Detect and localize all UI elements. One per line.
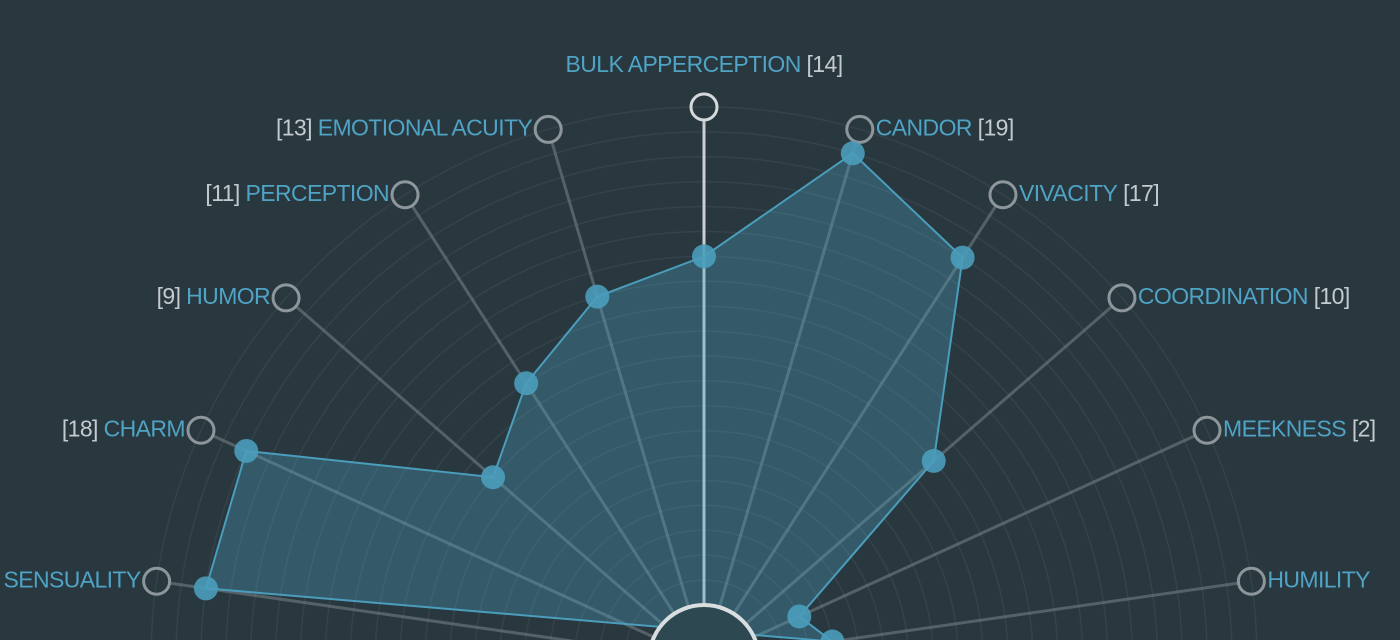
axis-label: HUMILITY [1267, 566, 1370, 592]
data-point [193, 576, 218, 601]
axis-line [708, 142, 858, 640]
axis-line [170, 581, 576, 640]
axis-line [550, 142, 700, 640]
axis-label: COORDINATION [10] [1138, 283, 1350, 309]
value-label: [18] [62, 415, 98, 441]
category-name: EMOTIONAL ACUITY [318, 114, 533, 140]
value-label: [11] [205, 180, 239, 206]
axis-label: [9] HUMOR [157, 283, 270, 309]
axis-label: VIVACITY [17] [1019, 180, 1159, 206]
category-name: COORDINATION [1138, 283, 1308, 309]
data-point [585, 284, 610, 309]
axis-line [213, 434, 664, 640]
axis-marker [390, 180, 420, 210]
category-name: HUMOR [186, 283, 270, 309]
grid-ring [150, 106, 1258, 640]
category-name: BULK APPERCEPTION [566, 51, 801, 77]
category-name: SENSUALITY [3, 566, 140, 592]
data-area [204, 152, 964, 640]
axis-label: BULK APPERCEPTION [14] [566, 51, 843, 77]
axis-line [411, 205, 693, 640]
value-label: [10] [1314, 283, 1350, 309]
axis-label: MEEKNESS [2] [1223, 415, 1376, 441]
axis-label: [18] CHARM [62, 415, 185, 441]
axis-marker [845, 114, 875, 144]
hub [650, 603, 758, 640]
data-point [840, 141, 865, 166]
axis-line [744, 434, 1195, 640]
value-label: [14] [807, 51, 843, 77]
axis-label: [11] PERCEPTION [205, 180, 389, 206]
data-point [787, 604, 812, 629]
category-name: MEEKNESS [1223, 415, 1346, 441]
category-name: CHARM [104, 415, 185, 441]
axis-label: [13] EMOTIONAL ACUITY [276, 114, 532, 140]
category-name: HUMILITY [1267, 566, 1370, 592]
value-label: [9] [157, 283, 181, 309]
data-point [921, 448, 946, 473]
value-label: [19] [978, 114, 1014, 140]
axis-label: CANDOR [19] [876, 114, 1014, 140]
axis-marker [1236, 566, 1266, 596]
axis-marker [142, 566, 172, 596]
category-name: PERCEPTION [245, 180, 389, 206]
axis-label: SENSUALITY [3, 566, 140, 592]
axis-marker [186, 415, 216, 445]
data-point [692, 244, 716, 269]
data-point [481, 465, 506, 490]
axis-line [832, 581, 1238, 640]
axis-line [724, 305, 1113, 640]
data-point [820, 629, 845, 640]
value-label: [13] [276, 114, 312, 140]
axis-marker [271, 283, 301, 313]
axis-marker [1107, 283, 1137, 313]
category-name: VIVACITY [1019, 180, 1118, 206]
data-point [950, 245, 975, 270]
data-point [514, 371, 539, 396]
axis-line [715, 205, 997, 640]
value-label: [17] [1123, 180, 1159, 206]
data-point [234, 438, 259, 463]
axis-marker [533, 114, 563, 144]
axis-marker [689, 92, 719, 122]
axis-marker [988, 180, 1018, 210]
value-label: [2] [1352, 415, 1376, 441]
category-name: CANDOR [876, 114, 972, 140]
axis-marker [1192, 415, 1222, 445]
